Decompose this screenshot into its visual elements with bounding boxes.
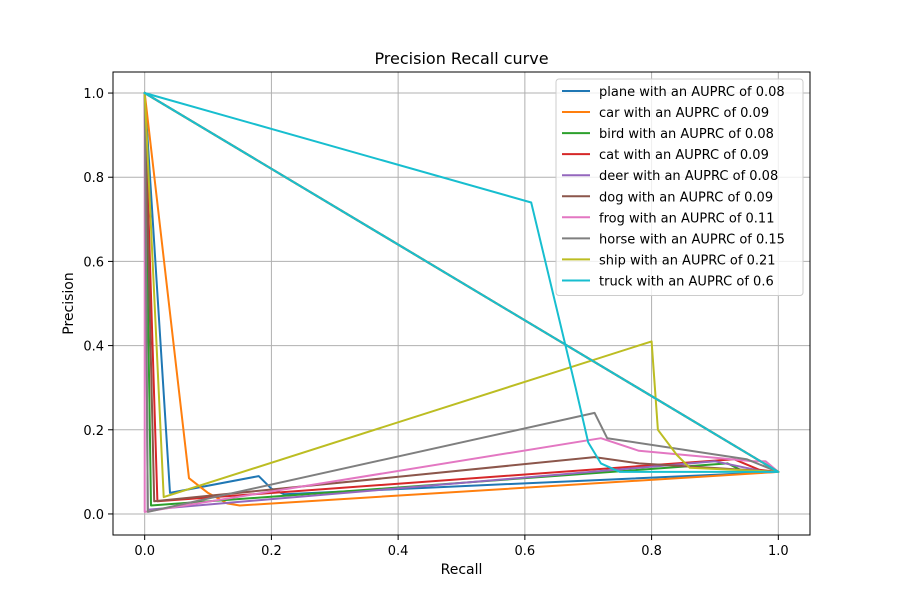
- series-layer: [143, 91, 780, 513]
- chart-title: Precision Recall curve: [374, 49, 548, 68]
- x-tick-label: 0.8: [641, 544, 662, 559]
- legend-label-6: frog with an AUPRC of 0.11: [599, 211, 774, 226]
- y-tick-label: 0.6: [83, 255, 104, 270]
- legend-label-9: truck with an AUPRC of 0.6: [599, 274, 774, 289]
- y-tick-label: 0.2: [83, 424, 104, 439]
- legend-label-5: dog with an AUPRC of 0.09: [599, 190, 773, 205]
- x-tick-label: 0.0: [134, 544, 155, 559]
- legend-label-8: ship with an AUPRC of 0.21: [599, 253, 776, 268]
- legend-label-4: deer with an AUPRC of 0.08: [599, 169, 778, 184]
- x-tick-label: 0.2: [261, 544, 282, 559]
- y-tick-label: 0.0: [83, 508, 104, 523]
- legend-label-3: cat with an AUPRC of 0.09: [599, 148, 769, 163]
- x-tick-label: 1.0: [768, 544, 789, 559]
- y-tick-label: 1.0: [83, 87, 104, 102]
- legend-label-2: bird with an AUPRC of 0.08: [599, 127, 774, 142]
- x-axis-label: Recall: [441, 562, 483, 578]
- legend-label-0: plane with an AUPRC of 0.08: [599, 85, 785, 100]
- ticks-layer: 0.0 0.2 0.4 0.6 0.8 1.0 0.0 0.2 0.4 0.6 0.8 1.0: [83, 87, 788, 559]
- y-tick-label: 0.4: [83, 340, 104, 355]
- y-axis-label: Precision: [61, 272, 77, 334]
- legend-label-7: horse with an AUPRC of 0.15: [599, 232, 785, 247]
- x-tick-label: 0.6: [515, 544, 536, 559]
- y-tick-label: 0.8: [83, 171, 104, 186]
- x-tick-label: 0.4: [388, 544, 409, 559]
- legend-box: [555, 78, 804, 296]
- plot-frame: [112, 71, 811, 536]
- series-line-9: [143, 91, 780, 473]
- legend: plane with an AUPRC of 0.08 car with an A…: [555, 78, 804, 296]
- legend-label-1: car with an AUPRC of 0.09: [599, 106, 769, 121]
